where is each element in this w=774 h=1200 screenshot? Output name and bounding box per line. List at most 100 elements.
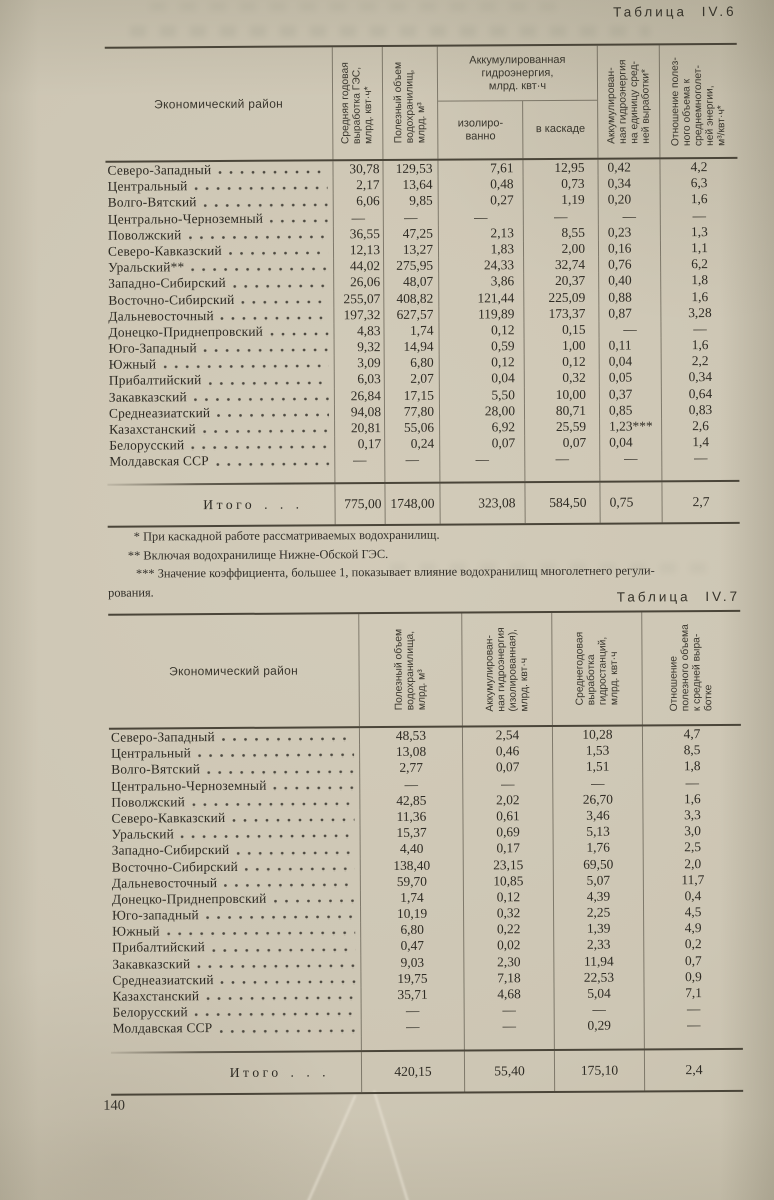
dot-leader — [241, 300, 329, 305]
value-cell: — — [597, 207, 660, 225]
value-cell: 0,32 — [523, 370, 599, 387]
region-label-cell: Белорусский — [111, 1003, 361, 1021]
region-label-cell: Молдавская ССР — [111, 1020, 361, 1038]
region-label-cell: Молдавская ССР — [107, 453, 334, 471]
value-cell: 1,23*** — [599, 418, 662, 435]
value-cell: 94,08 — [333, 403, 385, 421]
region-label: Северо-Кавказский — [111, 809, 226, 826]
region-label: Среднеазиатский — [108, 404, 211, 421]
totals-value-cell: 584,50 — [524, 482, 600, 523]
region-label: Уральский — [111, 826, 175, 842]
region-label: Уральский** — [108, 259, 185, 275]
value-cell: 12,13 — [332, 241, 384, 259]
value-cell: 0,16 — [597, 240, 661, 257]
region-label: Молдавская ССР — [109, 453, 209, 470]
value-cell: 4,39 — [552, 888, 644, 906]
value-cell: 0,27 — [437, 192, 523, 210]
spacer-cell — [599, 466, 662, 481]
region-label: Южный — [112, 923, 160, 939]
dot-leader — [203, 348, 329, 354]
value-cell: 0,17 — [334, 436, 385, 453]
dot-leader — [244, 866, 355, 872]
value-cell: 4,40 — [359, 840, 463, 858]
dot-leader — [220, 316, 329, 321]
value-cell: 9,85 — [382, 193, 438, 210]
region-label-cell: Казахстанский — [111, 987, 361, 1005]
value-cell: — — [642, 774, 742, 792]
value-cell: 0,04 — [599, 434, 662, 452]
dot-leader — [202, 429, 330, 435]
value-cell: 1,8 — [660, 272, 739, 289]
region-label: Волго-Вятский — [107, 194, 197, 211]
header-accumulated-isolated: Аккумулирован- ная гидроэнергия (изолиро… — [461, 612, 552, 726]
value-cell: 0,2 — [643, 936, 743, 954]
header-accumulated-group: Аккумулированная гидроэнергия, млрд. квт… — [436, 45, 598, 159]
value-cell: 0,02 — [463, 937, 554, 955]
value-cell: 0,85 — [598, 402, 662, 419]
dot-leader — [194, 186, 328, 192]
value-cell: 6,2 — [660, 255, 739, 273]
totals-value-cell: 2,4 — [643, 1049, 744, 1091]
dot-leader — [191, 445, 330, 451]
region-label: Дальневосточный — [108, 307, 214, 324]
dot-leader — [207, 769, 355, 775]
region-label-cell: Прибалтийский — [110, 939, 360, 957]
value-cell: 2,2 — [660, 353, 739, 370]
dot-leader — [188, 235, 328, 241]
value-cell: 1,74 — [359, 889, 464, 907]
value-cell: — — [463, 1002, 554, 1019]
value-cell: 6,03 — [333, 371, 384, 388]
spacer-cell — [334, 468, 385, 482]
dot-leader — [191, 267, 329, 273]
value-cell: 129,53 — [382, 160, 438, 178]
header-cascade: в каскаде — [522, 100, 598, 159]
header-accumulated-title: Аккумулированная гидроэнергия, млрд. квт… — [437, 45, 598, 102]
value-cell: 3,86 — [438, 273, 524, 291]
value-cell: 1,6 — [660, 336, 739, 354]
header-avg-output: Средняя годовая выработка ГЭС, млрд. квт… — [331, 47, 383, 160]
region-label-cell: Прибалтийский — [107, 372, 334, 390]
value-cell: 11,94 — [553, 953, 644, 970]
region-label: Среднеазиатский — [112, 971, 214, 988]
value-cell: 8,55 — [522, 224, 598, 242]
value-cell: 5,50 — [438, 386, 524, 404]
value-cell: 17,15 — [383, 387, 439, 404]
value-cell: 0,88 — [598, 288, 661, 306]
value-cell: 35,71 — [360, 986, 464, 1004]
region-label: Донецко-Приднепровский — [111, 890, 267, 907]
value-cell: 1,51 — [552, 758, 643, 776]
value-cell: 408,82 — [383, 290, 439, 307]
dot-leader — [205, 915, 356, 921]
value-cell: 6,3 — [659, 175, 738, 192]
value-cell: 32,74 — [523, 256, 599, 274]
totals-label-cell: Итого . . . — [107, 484, 334, 525]
value-cell: 5,04 — [553, 985, 644, 1003]
totals-label-cell: Итого . . . — [111, 1052, 361, 1094]
value-cell: 7,61 — [437, 160, 523, 177]
region-label-cell: Северо-Западный — [105, 161, 332, 179]
header-ratio: Отношение полезного объема к средней выр… — [641, 611, 741, 725]
region-label-cell: Северо-Западный — [109, 728, 359, 746]
region-label: Белорусский — [109, 437, 185, 453]
region-label-cell: Центрально-Черноземный — [106, 210, 333, 228]
value-cell: 0,4 — [642, 887, 743, 905]
value-cell: 2,77 — [359, 759, 463, 777]
region-label-cell: Южный — [107, 356, 334, 374]
region-label-cell: Южный — [110, 922, 360, 940]
totals-value-cell: 775,00 — [334, 483, 385, 524]
value-cell: 6,80 — [360, 921, 464, 939]
value-cell: — — [463, 1018, 554, 1036]
region-label-cell: Волго-Вятский — [109, 761, 359, 779]
region-label-cell: Восточно-Сибирский — [110, 858, 360, 876]
value-cell: 1,3 — [659, 223, 738, 241]
region-label: Северо-Западный — [107, 162, 212, 178]
value-cell: 197,32 — [333, 306, 384, 324]
value-cell: — — [359, 776, 463, 793]
region-label: Казахстанский — [109, 421, 196, 437]
dot-leader — [232, 818, 355, 824]
value-cell: 13,08 — [359, 743, 463, 761]
value-cell: 0,04 — [438, 370, 524, 388]
region-label-cell: Среднеазиатский — [107, 404, 334, 422]
value-cell: 1,53 — [552, 742, 643, 760]
dot-leader — [220, 980, 356, 986]
